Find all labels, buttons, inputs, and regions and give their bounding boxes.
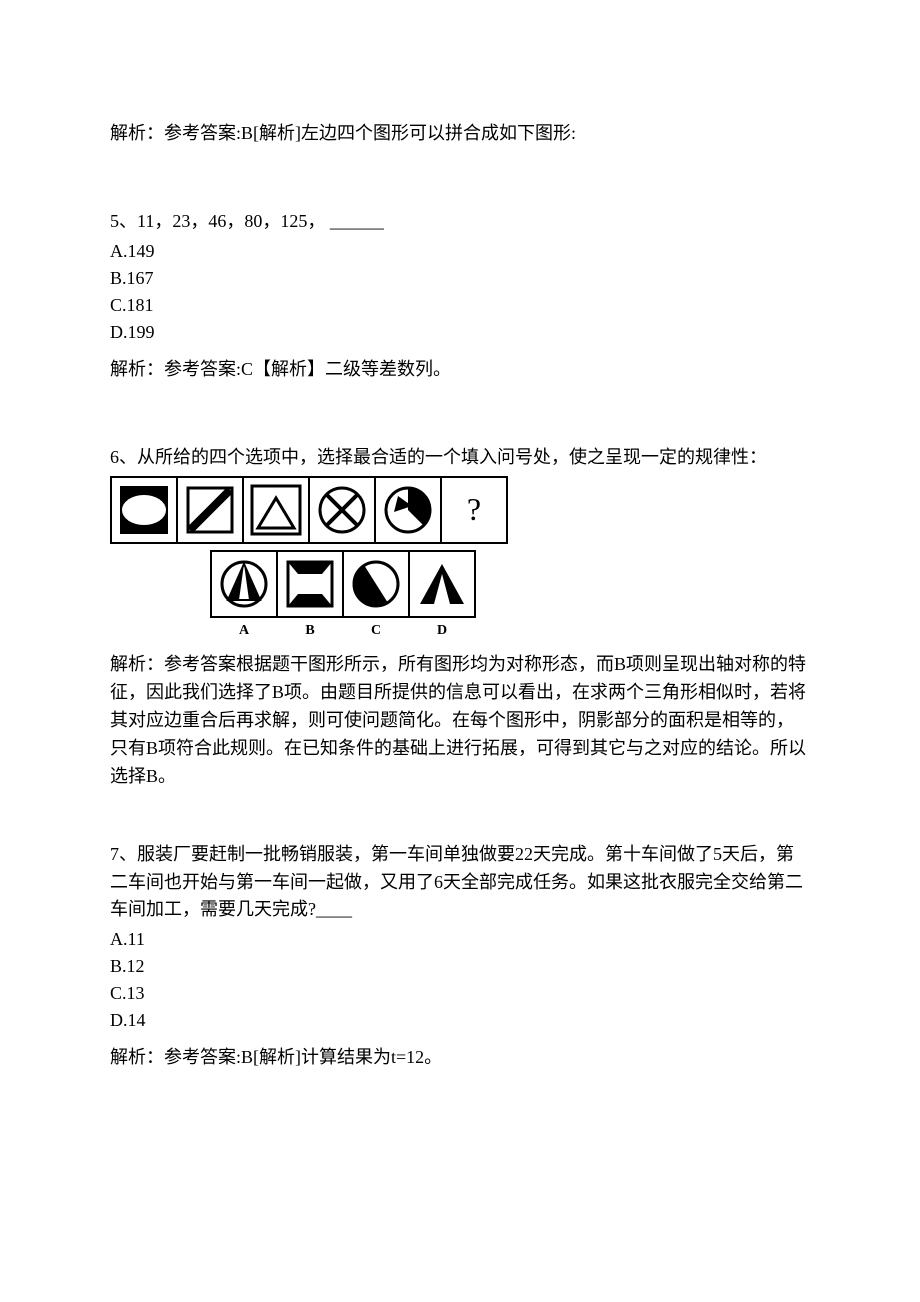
- q6-option-a: [210, 550, 278, 618]
- q6-top-box-4: [308, 476, 376, 544]
- q5-block: 5、11，23，46，80，125， ______ A.149 B.167 C.…: [110, 208, 810, 384]
- q6-explanation: 解析：参考答案根据题干图形所示，所有图形均为对称形态，而B项则呈现出轴对称的特征…: [110, 651, 810, 790]
- q6-top-box-3: [242, 476, 310, 544]
- q6-figure: ?: [110, 476, 810, 642]
- q6-top-box-2: [176, 476, 244, 544]
- q4-block: 解析：参考答案:B[解析]左边四个图形可以拼合成如下图形:: [110, 120, 810, 148]
- q6-option-b: [276, 550, 344, 618]
- q7-choice-a: A.11: [110, 926, 810, 953]
- q5-choice-b: B.167: [110, 265, 810, 292]
- q7-explanation: 解析：参考答案:B[解析]计算结果为t=12。: [110, 1044, 810, 1072]
- q6-row-options: [210, 550, 810, 618]
- q5-choice-a: A.149: [110, 238, 810, 265]
- q6-stem: 6、从所给的四个选项中，选择最合适的一个填入问号处，使之呈现一定的规律性：: [110, 444, 810, 472]
- q6-option-d: [408, 550, 476, 618]
- q7-choice-d: D.14: [110, 1007, 810, 1034]
- q7-choice-c: C.13: [110, 980, 810, 1007]
- q6-block: 6、从所给的四个选项中，选择最合适的一个填入问号处，使之呈现一定的规律性：: [110, 444, 810, 791]
- q7-stem: 7、服装厂要赶制一批畅销服装，第一车间单独做要22天完成。第十车间做了5天后，第…: [110, 841, 810, 925]
- q5-choice-d: D.199: [110, 319, 810, 346]
- q6-label-d: D: [408, 620, 476, 642]
- q7-choice-b: B.12: [110, 953, 810, 980]
- q6-option-labels: A B C D: [210, 620, 810, 642]
- q4-explanation: 解析：参考答案:B[解析]左边四个图形可以拼合成如下图形:: [110, 120, 810, 148]
- q6-top-box-1: [110, 476, 178, 544]
- q6-top-box-5: [374, 476, 442, 544]
- q6-option-c: [342, 550, 410, 618]
- q6-label-a: A: [210, 620, 278, 642]
- q5-choice-c: C.181: [110, 292, 810, 319]
- q5-stem: 5、11，23，46，80，125， ______: [110, 208, 810, 236]
- q7-block: 7、服装厂要赶制一批畅销服装，第一车间单独做要22天完成。第十车间做了5天后，第…: [110, 841, 810, 1073]
- q6-top-box-6-question: ?: [440, 476, 508, 544]
- q6-row-top: ?: [110, 476, 810, 544]
- q6-label-c: C: [342, 620, 410, 642]
- q6-label-b: B: [276, 620, 344, 642]
- question-mark-icon: ?: [467, 485, 481, 535]
- q5-explanation: 解析：参考答案:C【解析】二级等差数列。: [110, 356, 810, 384]
